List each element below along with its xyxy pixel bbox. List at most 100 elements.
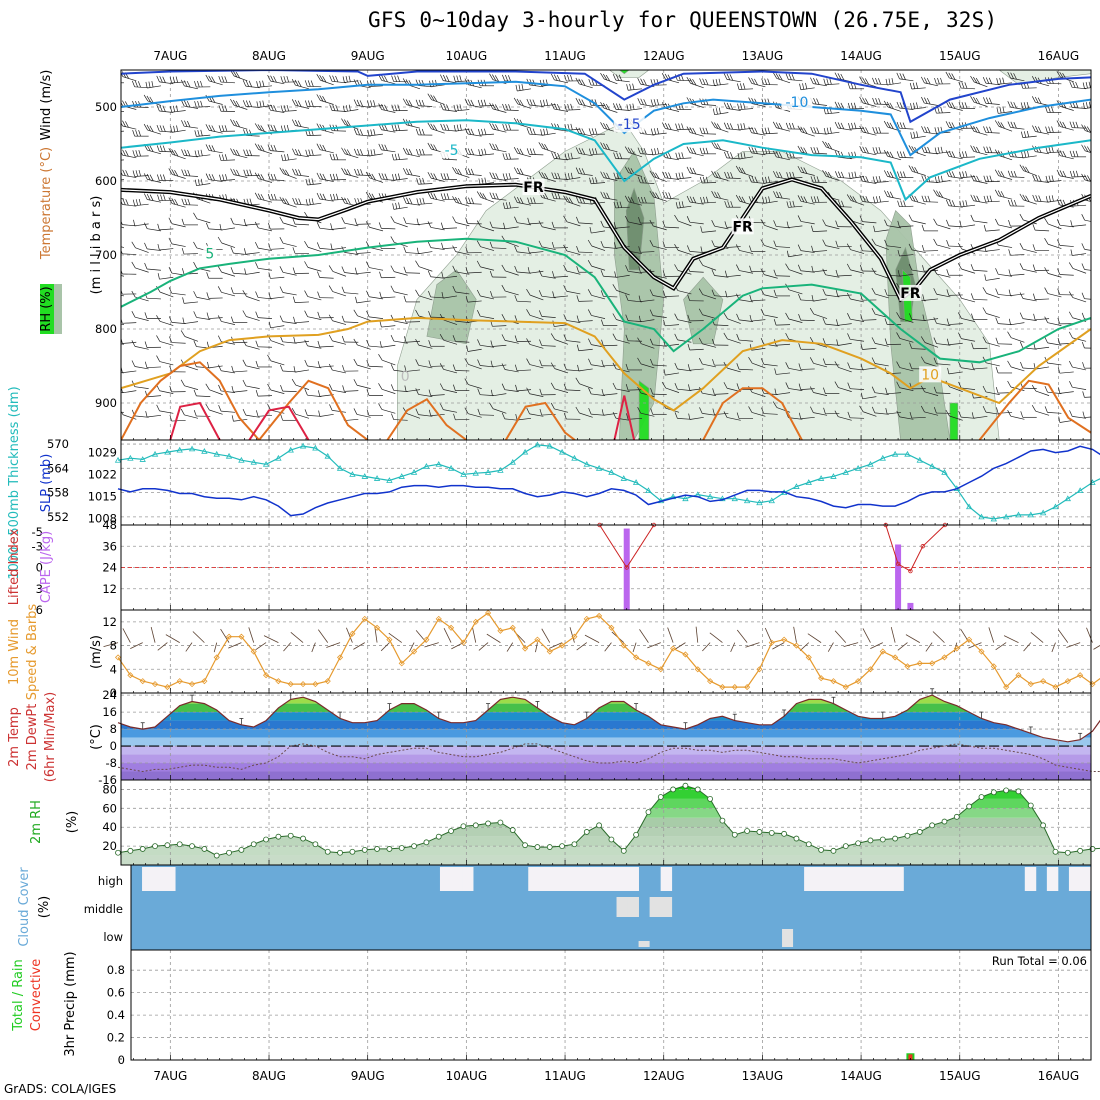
wind-barb-staff <box>911 269 926 273</box>
wind-barb <box>550 402 569 413</box>
wind-barb-flag <box>982 76 987 84</box>
wind-barb-flag <box>909 411 913 419</box>
wind-barb-flag <box>193 241 198 249</box>
wind-barb-flag <box>813 77 817 85</box>
wind-barb-staff <box>948 323 963 325</box>
wind-barb-flag <box>911 195 916 202</box>
wind-barb-flag <box>613 172 617 179</box>
wind-barb-flag <box>735 165 741 173</box>
wind-barb-flag <box>428 360 432 367</box>
wind-barb-flag <box>723 332 728 340</box>
wind-barb-flag <box>841 200 845 207</box>
wind-barb <box>724 151 741 160</box>
wind-barb <box>217 265 236 277</box>
wind-barb-staff <box>800 250 815 253</box>
wind-barb-flag <box>505 124 509 131</box>
wind-barb-staff <box>998 155 1013 161</box>
wind-barb-flag <box>330 194 333 201</box>
wind-barb <box>614 271 630 278</box>
wind-barb-staff <box>899 338 914 343</box>
wind-barb-staff <box>554 158 569 161</box>
wind-barb-flag <box>1023 102 1027 109</box>
wind-barb <box>1094 76 1100 84</box>
wind-barb-staff <box>850 249 865 254</box>
wind-barb <box>1031 405 1050 416</box>
wind-barb <box>416 247 433 255</box>
wind-barb-flag <box>884 190 888 197</box>
wind-barb-flag <box>1081 124 1086 131</box>
wind-barb-staff <box>579 83 593 89</box>
wind-barb-flag <box>805 82 808 89</box>
wind-barb <box>736 363 754 371</box>
wind-barb-staff <box>837 342 852 346</box>
wind-barb-staff <box>961 387 976 390</box>
wind-barb-flag <box>453 125 456 132</box>
wind-barb-flag <box>107 238 110 244</box>
wind-barb-flag <box>368 172 373 180</box>
wind-barb-flag <box>649 309 654 316</box>
wind-barb-flag <box>379 271 382 278</box>
wind-barb-staff <box>134 223 149 227</box>
wind-barb-flag <box>1095 195 1097 201</box>
wind-barb-flag <box>543 128 546 135</box>
wind-barb-staff <box>381 409 396 414</box>
wind-barb-flag <box>674 244 679 251</box>
wind-barb-staff <box>467 271 482 274</box>
wind-barb-staff <box>455 340 470 343</box>
wind-barb-flag <box>785 362 789 369</box>
wind-barb-flag <box>492 123 496 130</box>
wind-barb <box>737 152 754 160</box>
wind-barb-flag <box>564 104 567 111</box>
wind-barb-staff <box>887 411 902 415</box>
wind-barb-staff <box>985 249 1000 252</box>
wind-barb <box>379 271 396 279</box>
wind-barb-flag <box>1094 336 1098 342</box>
wind-barb-flag <box>206 341 210 348</box>
wind-barb-flag <box>446 104 450 111</box>
wind-barb-flag <box>403 295 407 303</box>
wind-barb-staff <box>714 196 729 201</box>
wind-barb <box>601 359 618 367</box>
wind-barb <box>760 358 778 367</box>
wind-barb-flag <box>675 172 678 180</box>
wind-barb-flag <box>224 125 228 132</box>
wind-barb-flag <box>724 171 728 179</box>
wind-barb <box>810 126 828 135</box>
wind-barb-staff <box>973 130 988 136</box>
wind-barb-flag <box>591 128 595 135</box>
wind-barb-flag <box>1056 71 1061 78</box>
wind-barb-flag <box>187 120 191 128</box>
wind-barb-flag <box>751 77 755 85</box>
wind-barb <box>428 340 445 347</box>
wind-barb-flag <box>353 79 358 86</box>
wind-barb-staff <box>751 103 766 107</box>
wind-barb-flag <box>156 174 160 181</box>
wind-barb-flag <box>138 150 141 157</box>
wind-barb-flag <box>168 217 173 224</box>
wind-barb-flag <box>934 176 937 183</box>
wind-barb <box>439 334 458 345</box>
wind-barb <box>477 388 495 396</box>
wind-barb-flag <box>786 151 789 159</box>
wind-barb-flag <box>267 104 271 111</box>
wind-barb-staff <box>295 104 310 109</box>
wind-barb-staff <box>554 275 569 278</box>
wind-barb <box>563 412 581 420</box>
wind-barb-flag <box>304 290 309 297</box>
wind-barb-flag <box>273 145 277 152</box>
wind-barb-flag <box>329 104 333 111</box>
wind-barb-flag <box>702 147 706 154</box>
wind-barb-flag <box>270 193 274 201</box>
wind-barb-staff <box>196 366 211 369</box>
wind-barb <box>267 144 285 153</box>
wind-barb-flag <box>149 174 154 181</box>
wind-barb <box>551 221 569 229</box>
wind-barb <box>1008 249 1025 256</box>
wind-barb <box>329 404 347 413</box>
wind-barb-flag <box>197 150 200 157</box>
wind-barb <box>637 357 655 369</box>
wind-barb-flag <box>576 216 580 224</box>
wind-barb <box>156 174 174 181</box>
wind-barb-staff <box>220 159 235 161</box>
wind-barb-staff <box>541 316 556 318</box>
